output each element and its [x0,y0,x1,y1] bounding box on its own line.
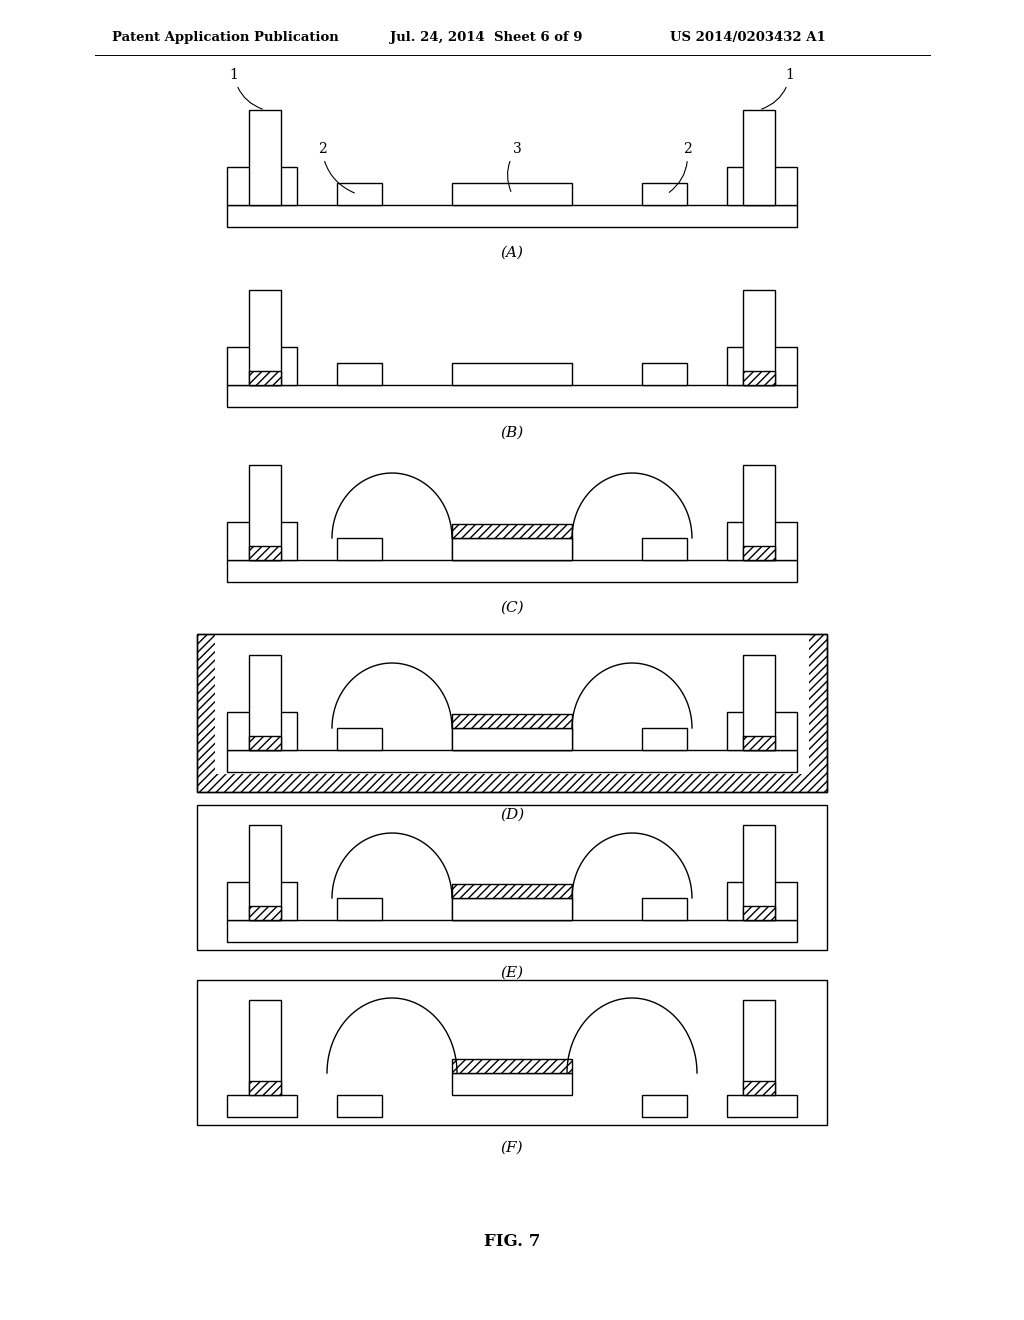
Bar [249,737,281,750]
Bar [197,979,827,1125]
Bar [227,560,797,582]
Bar [337,363,382,385]
Text: US 2014/0203432 A1: US 2014/0203432 A1 [670,30,825,44]
Bar [452,1059,572,1073]
Text: (A): (A) [501,246,523,260]
Bar [227,205,797,227]
Bar [249,906,281,920]
Bar [197,805,827,950]
Text: Jul. 24, 2014  Sheet 6 of 9: Jul. 24, 2014 Sheet 6 of 9 [390,30,583,44]
Bar [642,729,687,750]
Bar [337,539,382,560]
Bar [743,546,775,560]
Bar [727,1096,797,1117]
Bar [227,1096,297,1117]
Bar [337,1096,382,1117]
Bar [452,539,572,560]
Bar [452,363,572,385]
Bar [743,825,775,920]
Bar [227,711,297,750]
Text: (D): (D) [500,808,524,822]
Text: 1: 1 [762,69,795,110]
Bar [249,655,281,750]
Text: 3: 3 [508,143,521,191]
Bar [642,363,687,385]
Bar [452,524,572,539]
Text: (C): (C) [500,601,524,615]
Bar [227,920,797,942]
Bar [727,168,797,205]
Bar [452,714,572,729]
Bar [642,1096,687,1117]
Bar [197,634,827,792]
Bar [452,539,572,560]
Bar [743,1081,775,1096]
Bar [452,898,572,920]
Bar [727,347,797,385]
Bar [642,898,687,920]
Bar [743,1001,775,1096]
Bar [227,521,297,560]
Bar [249,1001,281,1096]
Bar [249,825,281,920]
Bar [743,655,775,750]
Bar [743,906,775,920]
Bar [743,737,775,750]
Bar [249,1081,281,1096]
Bar [249,110,281,205]
Bar [249,546,281,560]
Bar [227,168,297,205]
Bar [743,110,775,205]
Bar [249,465,281,560]
Bar [452,729,572,750]
Bar [337,898,382,920]
Bar [227,882,297,920]
Text: (B): (B) [501,426,523,440]
Bar [452,898,572,920]
Text: 2: 2 [670,143,691,193]
Text: 1: 1 [229,69,262,110]
Bar [452,729,572,750]
Bar [452,884,572,898]
Bar [743,465,775,560]
Bar [642,539,687,560]
Text: FIG. 7: FIG. 7 [483,1233,541,1250]
Text: 2: 2 [317,143,354,193]
Bar [215,634,809,774]
Bar [337,183,382,205]
Bar [227,385,797,407]
Bar [727,711,797,750]
Bar [743,371,775,385]
Bar [727,521,797,560]
Bar [197,634,827,792]
Text: Patent Application Publication: Patent Application Publication [112,30,339,44]
Bar [227,347,297,385]
Bar [727,882,797,920]
Bar [337,729,382,750]
Bar [452,183,572,205]
Bar [642,183,687,205]
Text: (F): (F) [501,1140,523,1155]
Bar [249,371,281,385]
Bar [452,1073,572,1096]
Bar [743,290,775,385]
Bar [249,290,281,385]
Bar [227,750,797,772]
Text: (E): (E) [501,966,523,979]
